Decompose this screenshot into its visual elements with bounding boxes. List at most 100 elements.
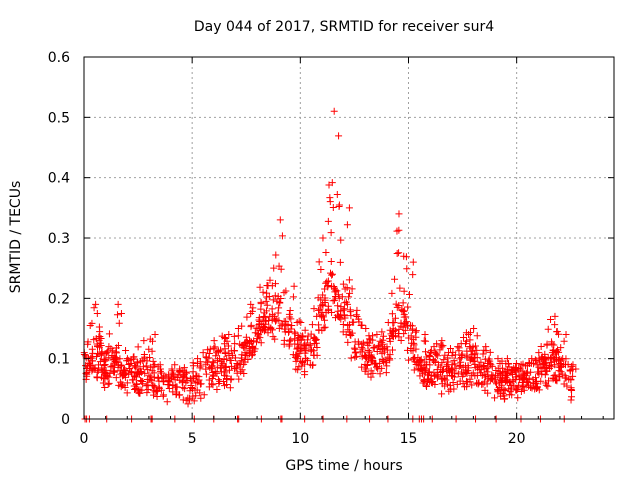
data-point (90, 304, 98, 312)
data-point (292, 357, 300, 365)
data-point (150, 369, 158, 377)
data-point (93, 310, 101, 318)
data-point (187, 383, 195, 391)
data-point (410, 366, 418, 374)
data-point (403, 318, 411, 326)
data-point (422, 337, 430, 345)
data-point (275, 304, 283, 312)
data-point (241, 356, 249, 364)
data-point (118, 362, 126, 370)
data-point (322, 248, 330, 256)
data-point (483, 368, 491, 376)
data-point (520, 386, 528, 394)
data-point (309, 361, 317, 369)
data-point (494, 355, 502, 363)
data-point (567, 396, 575, 404)
data-point (395, 210, 403, 218)
data-point (352, 311, 360, 319)
data-point (562, 331, 570, 339)
data-point (129, 355, 137, 363)
data-point (234, 325, 242, 332)
data-point (496, 369, 504, 377)
data-point (494, 385, 502, 393)
data-point (113, 311, 121, 319)
data-point (319, 291, 327, 299)
data-point (557, 344, 565, 352)
data-point (359, 345, 367, 353)
data-point (121, 384, 129, 392)
data-point (211, 343, 219, 351)
data-point (334, 307, 342, 315)
data-point (395, 249, 403, 257)
data-point (234, 332, 242, 340)
data-point (533, 383, 541, 391)
data-point (544, 325, 552, 333)
data-point (463, 369, 471, 377)
data-point (418, 362, 426, 370)
data-point (225, 366, 233, 374)
data-point (202, 370, 210, 378)
data-point (200, 391, 208, 399)
data-point (369, 369, 377, 377)
data-point (175, 391, 183, 399)
data-point (205, 354, 213, 362)
y-tick-label: 0.2 (48, 291, 70, 307)
data-point (457, 368, 465, 376)
data-point (270, 264, 278, 272)
data-point (363, 361, 371, 369)
data-point (301, 360, 309, 368)
data-point (383, 343, 391, 351)
data-point (430, 372, 438, 380)
data-point (499, 375, 507, 383)
data-point (335, 201, 343, 209)
data-point (116, 367, 124, 375)
data-point (431, 357, 439, 365)
data-point (411, 358, 419, 366)
data-point (560, 380, 568, 388)
data-point (412, 328, 420, 336)
data-point (351, 353, 359, 361)
data-point (542, 381, 550, 389)
data-point (446, 344, 454, 352)
data-point (355, 315, 363, 323)
data-point (429, 357, 437, 365)
data-point (270, 312, 278, 320)
data-point (196, 389, 204, 397)
data-point (500, 386, 508, 394)
data-point (205, 349, 213, 357)
data-point (389, 325, 397, 333)
data-point (460, 333, 468, 341)
data-point (205, 376, 213, 384)
data-point (210, 359, 218, 367)
data-point (448, 361, 456, 369)
data-point (107, 363, 115, 371)
data-point (301, 371, 309, 379)
data-point (364, 370, 372, 378)
data-point (339, 280, 347, 288)
data-point (319, 313, 327, 321)
data-point (192, 372, 200, 380)
data-point (90, 364, 98, 372)
data-point (544, 382, 552, 390)
data-point (304, 357, 312, 365)
x-tick-label: 15 (400, 431, 418, 447)
data-point (427, 379, 435, 387)
data-point (273, 297, 281, 305)
data-point (380, 332, 388, 340)
data-point (422, 381, 430, 389)
data-point (539, 356, 547, 364)
data-point (346, 306, 354, 314)
data-point (383, 362, 391, 370)
data-point (441, 382, 449, 390)
data-point (532, 380, 540, 388)
data-point (419, 370, 427, 378)
data-point (247, 300, 255, 308)
data-point (135, 389, 143, 397)
data-point (344, 338, 352, 346)
data-point (322, 279, 330, 287)
y-tick-label: 0 (61, 412, 70, 428)
data-point (247, 310, 255, 318)
data-point (453, 380, 461, 388)
data-point (100, 361, 108, 369)
